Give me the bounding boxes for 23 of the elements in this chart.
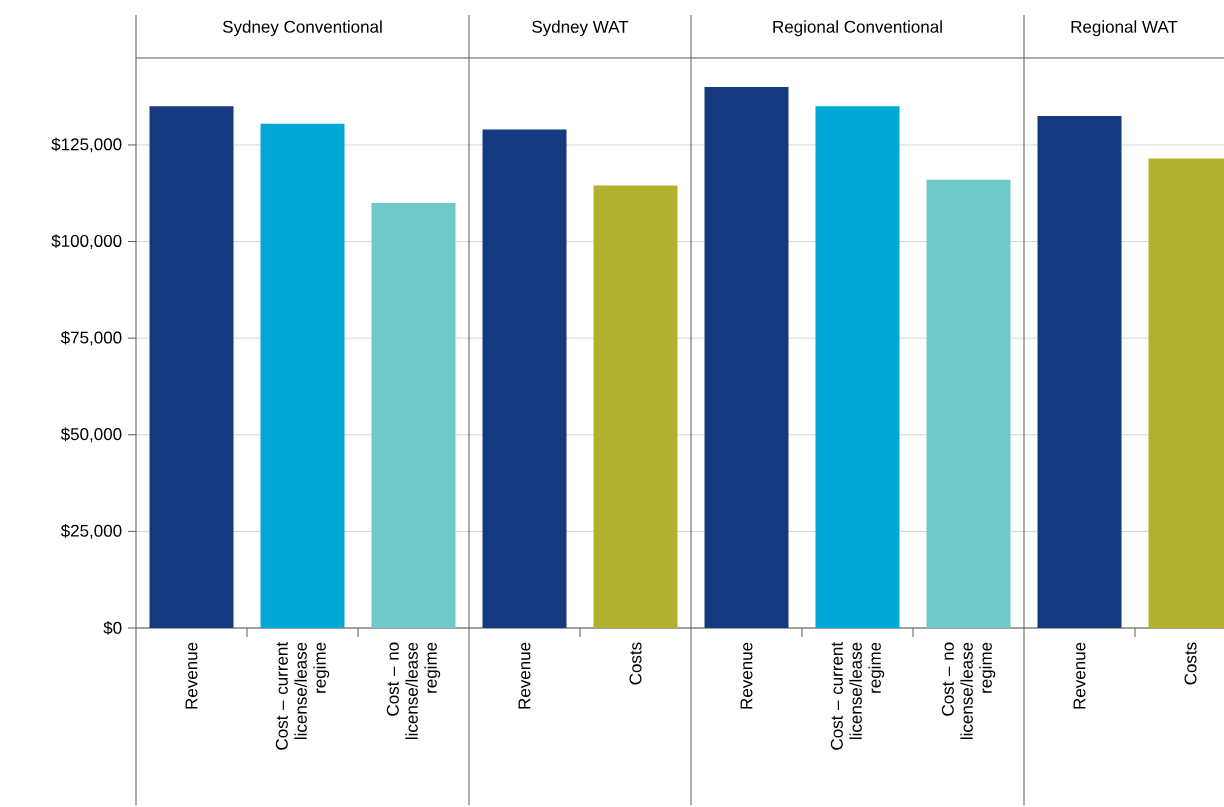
x-tick-label: Revenue [518, 642, 531, 709]
y-tick-label: $0 [103, 621, 122, 635]
y-tick-label: $125,000 [51, 137, 122, 153]
x-tick-label: Costs [1184, 642, 1197, 685]
chart-title: Regional WAT [1071, 20, 1178, 37]
x-tick-label: Cost – current license/lease regime [830, 642, 885, 750]
y-tick-label: $100,000 [51, 234, 122, 249]
x-tick-label: Cost – no license/lease regime [386, 642, 441, 740]
chart-title: Sydney WAT [532, 20, 629, 37]
x-tick-label: Costs [629, 642, 642, 685]
bar [149, 106, 234, 628]
y-tick-label: $75,000 [60, 330, 122, 346]
bar [371, 202, 456, 628]
y-tick-label: $50,000 [60, 427, 122, 443]
chart-title: Regional Conventional [773, 20, 942, 37]
chart-title: Sydney Conventional [222, 20, 382, 37]
x-tick-label: Cost – no license/lease regime [941, 642, 996, 740]
x-tick-label: Revenue [185, 642, 198, 709]
y-tick-label: $25,000 [60, 524, 122, 539]
bar [260, 123, 345, 628]
x-tick-label: Revenue [740, 642, 753, 709]
x-tick-label: Revenue [1073, 642, 1086, 709]
x-tick-label: Cost – current license/lease regime [275, 642, 330, 750]
